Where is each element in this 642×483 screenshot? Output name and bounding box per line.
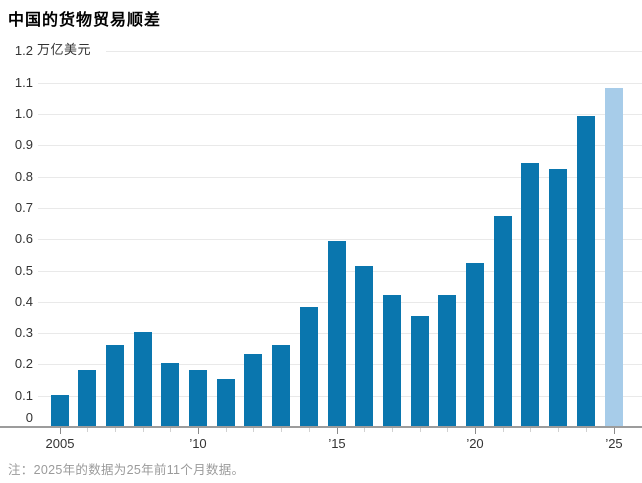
x-axis-minor-tick-2019 xyxy=(447,428,448,432)
gridline-1.1 xyxy=(38,83,642,84)
chart-title: 中国的货物贸易顺差 xyxy=(8,12,162,29)
x-axis-minor-tick-2013 xyxy=(281,428,282,432)
bar-2011 xyxy=(217,379,235,426)
bar-2015 xyxy=(328,241,346,426)
gridline-0.8 xyxy=(38,177,642,178)
bar-2016 xyxy=(355,266,373,426)
x-axis-minor-tick-2021 xyxy=(503,428,504,432)
x-axis-minor-tick-2017 xyxy=(392,428,393,432)
gridline-0.6 xyxy=(38,239,642,240)
x-axis-minor-tick-2023 xyxy=(558,428,559,432)
y-axis-tick-label-0.1: 0.1 xyxy=(14,388,33,403)
bar-2006 xyxy=(78,370,96,426)
y-axis-tick-label-0.3: 0.3 xyxy=(14,325,33,340)
y-axis-tick-label-1.1: 1.1 xyxy=(14,75,33,90)
bar-2021 xyxy=(494,216,512,426)
gridline-1.2 xyxy=(106,51,642,52)
x-axis-major-tick-2010 xyxy=(198,428,199,434)
chart-footnote: 注：2025年的数据为25年前11个月数据。 xyxy=(8,463,245,477)
bar-2008 xyxy=(134,332,152,426)
y-axis-tick-label-0.6: 0.6 xyxy=(14,231,33,246)
x-axis-minor-tick-2024 xyxy=(586,428,587,432)
x-axis-major-tick-2025 xyxy=(614,428,615,434)
x-axis-major-tick-2020 xyxy=(475,428,476,434)
x-axis-minor-tick-2018 xyxy=(420,428,421,432)
x-axis-minor-tick-2008 xyxy=(143,428,144,432)
x-axis-minor-tick-2022 xyxy=(530,428,531,432)
y-axis-tick-label-1.0: 1.0 xyxy=(14,106,33,121)
x-axis-minor-tick-2009 xyxy=(170,428,171,432)
bar-2009 xyxy=(161,363,179,426)
x-axis-tick-label-2010: ’10 xyxy=(189,436,207,451)
x-axis-major-tick-2005 xyxy=(60,428,61,434)
bar-2022 xyxy=(521,163,539,426)
x-axis-minor-tick-2006 xyxy=(87,428,88,432)
x-axis-tick-label-2025: ’25 xyxy=(605,436,623,451)
x-axis-tick-label-2015: ’15 xyxy=(328,436,346,451)
x-axis-minor-tick-2007 xyxy=(115,428,116,432)
gridline-0.7 xyxy=(38,208,642,209)
gridline-0.9 xyxy=(38,145,642,146)
y-axis-unit-label: 万亿美元 xyxy=(37,42,92,57)
y-axis-tick-label-1.2: 1.2 xyxy=(14,43,33,58)
y-axis-tick-label-0: 0 xyxy=(25,410,33,425)
bar-2007 xyxy=(106,345,124,426)
bar-2025 xyxy=(605,88,623,426)
gridline-1.0 xyxy=(38,114,642,115)
y-axis-tick-label-0.9: 0.9 xyxy=(14,137,33,152)
bar-2013 xyxy=(272,345,290,426)
bar-2020 xyxy=(466,263,484,426)
x-axis-minor-tick-2011 xyxy=(226,428,227,432)
y-axis-tick-label-0.5: 0.5 xyxy=(14,263,33,278)
bar-2012 xyxy=(244,354,262,426)
bar-2024 xyxy=(577,116,595,426)
x-axis-major-tick-2015 xyxy=(337,428,338,434)
y-axis-tick-label-0.2: 0.2 xyxy=(14,356,33,371)
bar-2018 xyxy=(411,316,429,426)
x-axis-minor-tick-2014 xyxy=(309,428,310,432)
x-axis-minor-tick-2012 xyxy=(253,428,254,432)
x-axis-tick-label-2005: 2005 xyxy=(45,436,75,451)
bar-2023 xyxy=(549,169,567,426)
bar-2005 xyxy=(51,395,69,426)
x-axis-minor-tick-2016 xyxy=(364,428,365,432)
bar-2014 xyxy=(300,307,318,426)
x-axis-line xyxy=(0,426,642,428)
y-axis-tick-label-0.4: 0.4 xyxy=(14,294,33,309)
y-axis-tick-label-0.8: 0.8 xyxy=(14,169,33,184)
bar-2017 xyxy=(383,295,401,426)
bar-2010 xyxy=(189,370,207,426)
bar-2019 xyxy=(438,295,456,426)
y-axis-tick-label-0.7: 0.7 xyxy=(14,200,33,215)
x-axis-tick-label-2020: ’20 xyxy=(466,436,484,451)
